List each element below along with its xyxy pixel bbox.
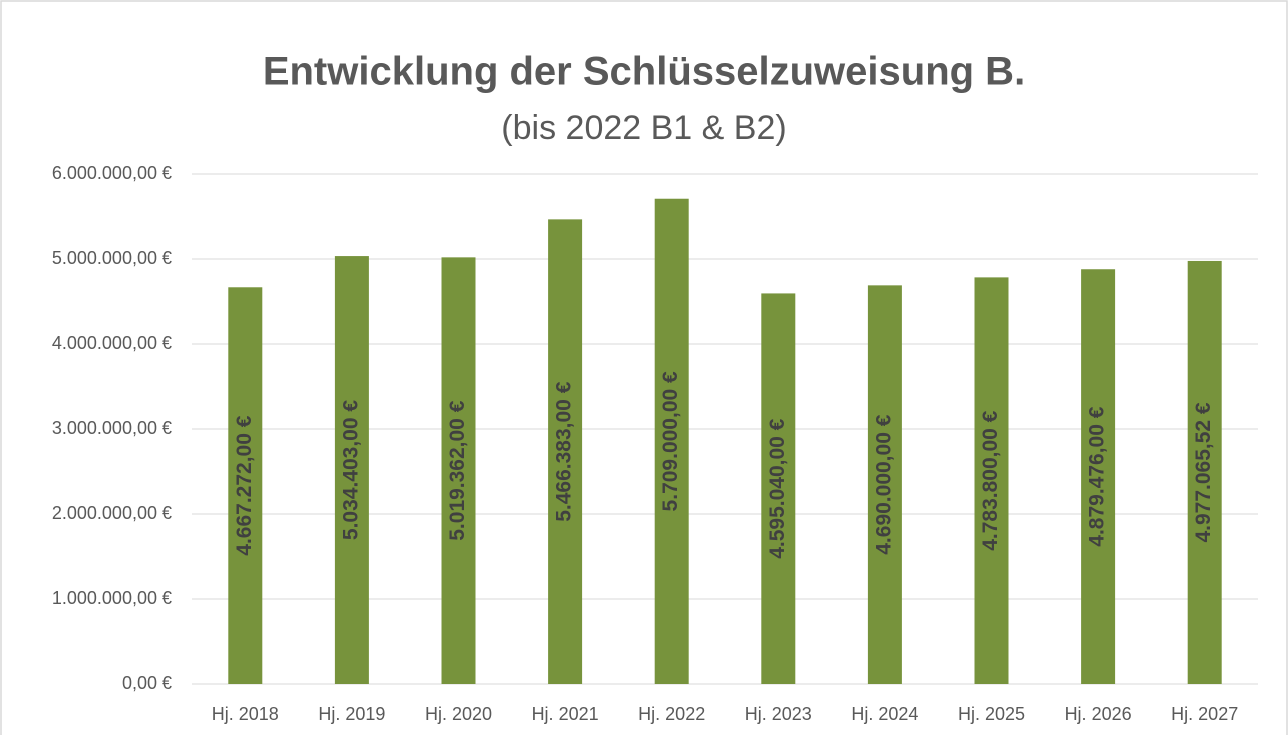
x-tick-label: Hj. 2023 <box>745 704 812 724</box>
bar <box>441 257 476 684</box>
y-tick-label: 6.000.000,00 € <box>52 163 172 183</box>
x-tick-label: Hj. 2019 <box>318 704 385 724</box>
bar <box>974 277 1009 684</box>
y-tick-label: 3.000.000,00 € <box>52 418 172 438</box>
x-tick-label: Hj. 2020 <box>425 704 492 724</box>
data-label: 4.690.000,00 € <box>872 414 895 554</box>
bar <box>334 256 369 684</box>
data-label: 4.783.800,00 € <box>979 410 1002 550</box>
data-label: 5.466.383,00 € <box>553 381 576 521</box>
bar <box>761 293 796 684</box>
x-tick-label: Hj. 2026 <box>1065 704 1132 724</box>
y-tick-label: 1.000.000,00 € <box>52 588 172 608</box>
data-label: 5.034.403,00 € <box>339 400 362 540</box>
data-label: 4.595.040,00 € <box>766 418 789 558</box>
y-tick-label: 0,00 € <box>122 673 172 693</box>
bar <box>654 198 689 685</box>
bar <box>548 219 583 684</box>
x-tick-label: Hj. 2027 <box>1171 704 1238 724</box>
data-label: 4.879.476,00 € <box>1086 406 1109 546</box>
chart-subtitle: (bis 2022 B1 & B2) <box>501 109 786 147</box>
y-tick-label: 2.000.000,00 € <box>52 503 172 523</box>
chart-title: Entwicklung der Schlüsselzuweisung B. <box>263 50 1025 94</box>
bar <box>1081 269 1116 684</box>
data-label: 4.977.065,52 € <box>1192 402 1215 542</box>
x-tick-label: Hj. 2018 <box>212 704 279 724</box>
y-tick-label: 4.000.000,00 € <box>52 333 172 353</box>
bar <box>1187 260 1222 684</box>
y-tick-label: 5.000.000,00 € <box>52 248 172 268</box>
x-tick-label: Hj. 2021 <box>532 704 599 724</box>
data-label: 4.667.272,00 € <box>233 415 256 555</box>
x-tick-label: Hj. 2022 <box>638 704 705 724</box>
data-label: 5.019.362,00 € <box>446 400 469 540</box>
x-tick-label: Hj. 2024 <box>851 704 918 724</box>
x-tick-label: Hj. 2025 <box>958 704 1025 724</box>
data-label: 5.709.000,00 € <box>659 371 682 511</box>
bar <box>228 287 263 684</box>
bar <box>867 285 902 684</box>
